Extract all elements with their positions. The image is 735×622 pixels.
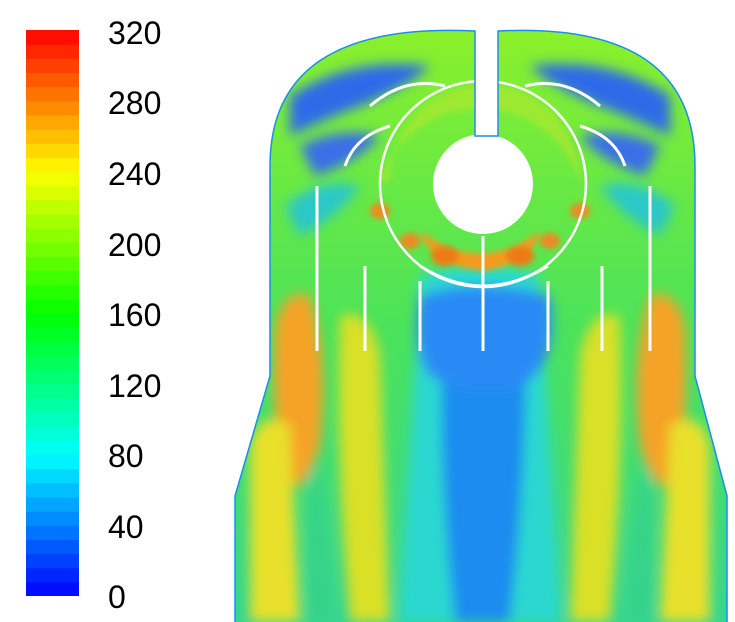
colorbar-level xyxy=(26,30,79,45)
blades xyxy=(315,82,652,351)
colorbar-level xyxy=(26,313,79,328)
colorbar-tick-label: 200 xyxy=(108,227,162,263)
colorbar-level xyxy=(26,157,79,173)
colorbar-level xyxy=(26,284,79,300)
colorbar-level xyxy=(26,454,79,470)
colorbar-level xyxy=(26,369,79,385)
colorbar-level xyxy=(26,496,79,512)
blurred-field-regions xyxy=(250,64,710,622)
colorbar-level xyxy=(26,185,79,201)
colorbar-level xyxy=(26,270,79,286)
colorbar-level xyxy=(26,567,79,583)
sharp-field-regions xyxy=(370,86,590,271)
colorbar-level xyxy=(26,143,79,158)
colorbar-level xyxy=(26,426,79,441)
colorbar-level xyxy=(26,355,79,371)
blade-tip-orange xyxy=(370,203,390,219)
blade-tip-orange xyxy=(570,203,590,219)
colorbar-tick-label: 120 xyxy=(108,368,162,404)
colorbar-level xyxy=(26,171,79,187)
hub-orange-spot xyxy=(506,246,534,266)
colorbar-level xyxy=(26,397,79,413)
left-green-streak xyxy=(310,465,330,622)
colorbar-level xyxy=(26,129,79,144)
colorbar-level xyxy=(26,440,79,456)
blade-tip-orange xyxy=(400,233,420,249)
hub-void xyxy=(433,134,533,234)
blade-arc xyxy=(524,82,601,108)
top-left-blue-band xyxy=(290,64,430,136)
colorbar-tick-label: 280 xyxy=(108,85,162,121)
colorbar-level xyxy=(26,341,79,357)
colorbar-tick-label: 320 xyxy=(108,15,162,51)
colorbar-level xyxy=(26,553,79,569)
blade-arc xyxy=(579,124,627,167)
left-cyan-arc xyxy=(285,183,360,236)
colorbar-level xyxy=(26,525,79,540)
blade-tip-orange xyxy=(540,233,560,249)
colorbar-level xyxy=(26,242,79,257)
colorbar xyxy=(26,30,79,596)
rotor-ring xyxy=(380,86,580,181)
colorbar-level xyxy=(26,468,79,484)
contour-plot xyxy=(234,29,728,622)
left-yellow-band xyxy=(250,419,300,622)
colorbar-level xyxy=(26,256,79,272)
colorbar-level xyxy=(26,511,79,526)
hub-orange-spot xyxy=(431,246,459,266)
top-right-blue-band xyxy=(530,64,670,136)
right-cyan-arc xyxy=(600,183,675,236)
colorbar-level xyxy=(26,298,79,314)
colorbar-level xyxy=(26,100,79,116)
colorbar-level xyxy=(26,44,79,59)
flow-field xyxy=(235,30,727,622)
colorbar-level xyxy=(26,383,79,399)
colorbar-level xyxy=(26,327,79,342)
colorbar-level xyxy=(26,213,79,229)
colorbar-level xyxy=(26,539,79,555)
right-green-streak xyxy=(630,465,650,622)
right-mid-yellow xyxy=(570,314,622,622)
colorbar-tick-label: 240 xyxy=(108,156,162,192)
right-yellow-band xyxy=(660,419,710,622)
blade-arc xyxy=(419,264,549,288)
left-mid-yellow xyxy=(338,314,390,622)
colorbar-level xyxy=(26,72,79,88)
blade-arc xyxy=(343,124,391,167)
colorbar-level xyxy=(26,58,79,74)
colorbar-level xyxy=(26,199,79,215)
colorbar-tick-label: 0 xyxy=(108,579,126,615)
domain-outline xyxy=(234,29,728,622)
colorbar-tick-label: 40 xyxy=(108,509,144,545)
colorbar-level xyxy=(26,228,79,243)
colorbar-tick-label: 160 xyxy=(108,297,162,333)
colorbar-level xyxy=(26,482,79,498)
blade-arc xyxy=(369,82,446,108)
colorbar-tick-label: 80 xyxy=(108,438,144,474)
colorbar-level xyxy=(26,86,79,102)
colorbar-level xyxy=(26,581,79,596)
colorbar-level xyxy=(26,114,79,130)
colorbar-level xyxy=(26,412,79,427)
